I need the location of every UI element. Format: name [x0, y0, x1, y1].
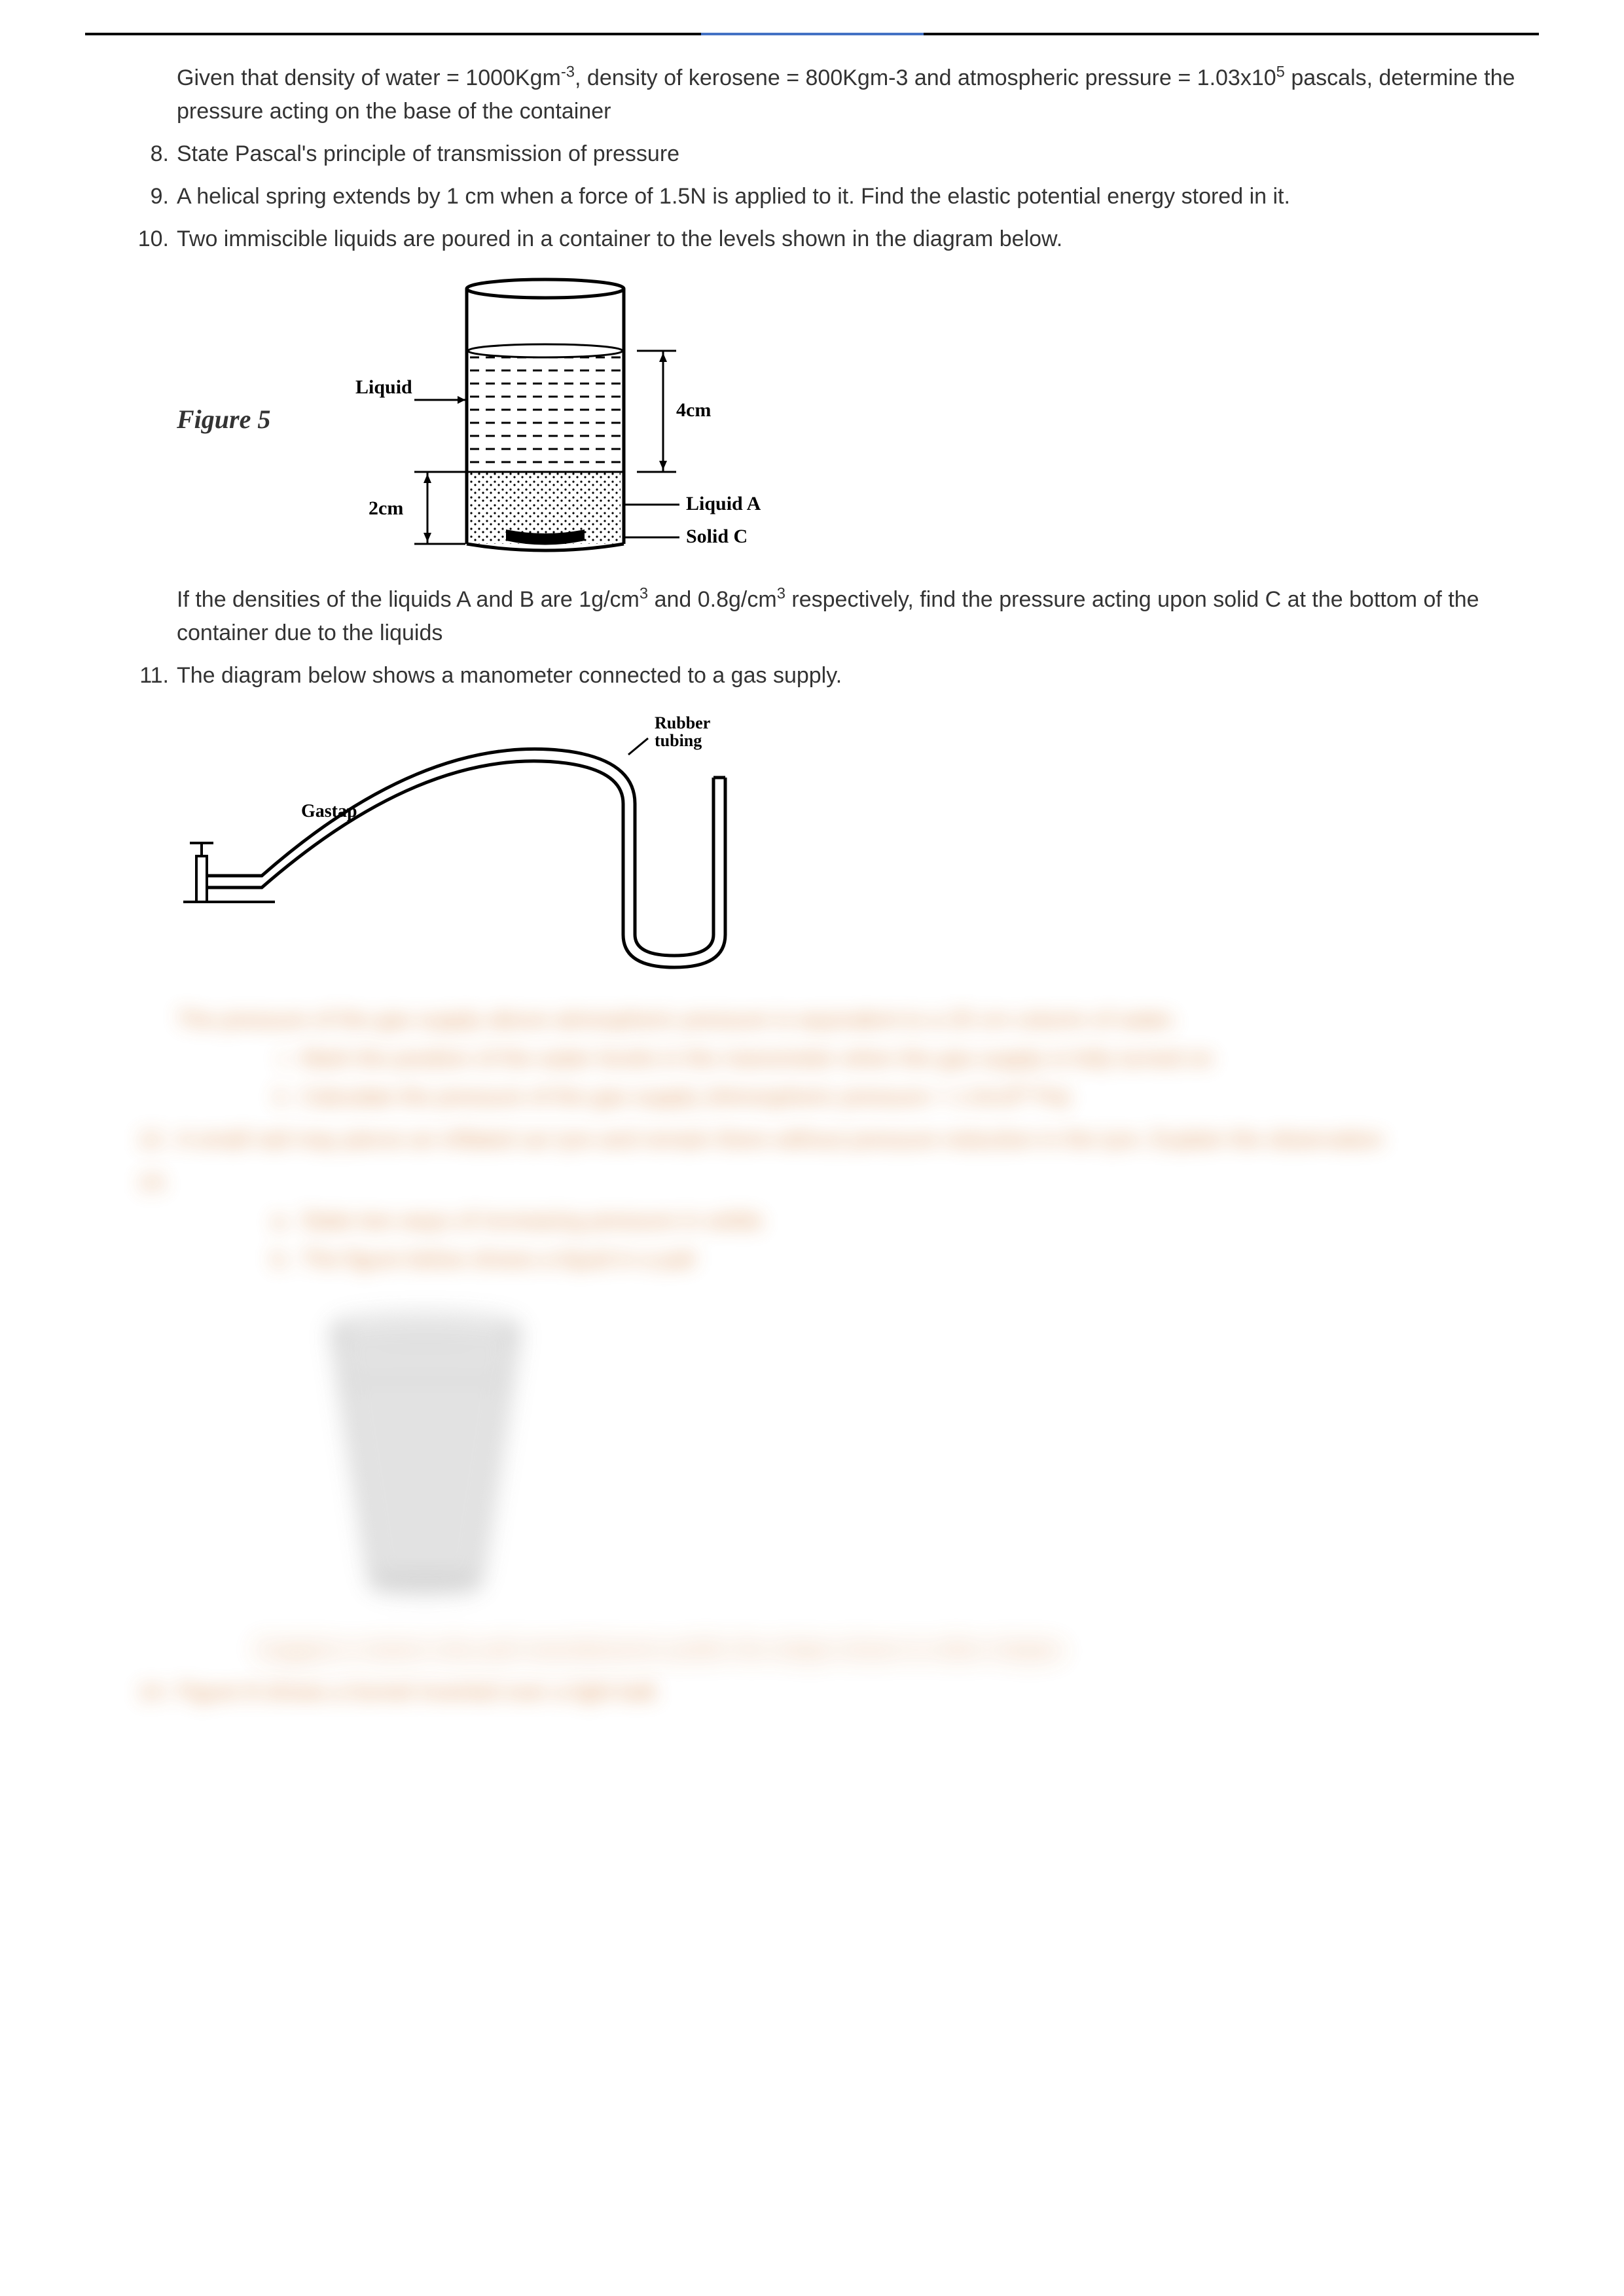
question-11: The diagram below shows a manometer conn…: [124, 659, 1539, 1114]
figure-5-label: Figure 5: [177, 400, 270, 439]
q10-intro: Two immiscible liquids are poured in a c…: [177, 226, 1062, 251]
figure-5-diagram: Liquid 4cm: [297, 276, 820, 564]
q11-subparts: Mark the position of the water levels in…: [177, 1042, 1539, 1114]
q13-spacer: [177, 1170, 183, 1194]
q12-text: A small nail may pierce an inflated car …: [177, 1127, 1383, 1152]
question-10: Two immiscible liquids are poured in a c…: [124, 223, 1539, 650]
pail-figure: [177, 1296, 1539, 1613]
dim-2cm: 2cm: [369, 497, 403, 519]
q14-text: Figure 8 shows a funnel inverted over a …: [177, 1679, 660, 1704]
q11-i: Mark the position of the water levels in…: [255, 1042, 1539, 1075]
orphan-question-text: Given that density of water = 1000Kgm-3,…: [124, 62, 1539, 128]
question-9: A helical spring extends by 1 cm when a …: [124, 180, 1539, 213]
question-13: State two ways of increasing pressure in…: [124, 1166, 1539, 1666]
q13-followup: Suggest a reason why pail manufacturers …: [177, 1633, 1539, 1666]
q13-a-text: State two ways of increasing pressure in…: [301, 1208, 763, 1233]
dim-4cm: 4cm: [676, 399, 711, 421]
q13-followup-text: Suggest a reason why pail manufacturers …: [255, 1637, 1063, 1662]
figure-5-container: Figure 5: [177, 276, 1539, 564]
questions-list: State Pascal's principle of transmission…: [124, 137, 1539, 1709]
q9-text: A helical spring extends by 1 cm when a …: [177, 184, 1290, 209]
solid-c-label: Solid C: [686, 526, 748, 547]
q11-i-text: Mark the position of the water levels in…: [301, 1046, 1213, 1071]
q11-ii: Calculate the pressure of the gas supply…: [255, 1081, 1539, 1114]
q8-text: State Pascal's principle of transmission…: [177, 141, 679, 166]
q13-subparts: State two ways of increasing pressure in…: [177, 1204, 1539, 1276]
main-content: Given that density of water = 1000Kgm-3,…: [85, 62, 1539, 1709]
rubber-tubing-label-1: Rubber: [655, 713, 710, 732]
pail-diagram: [308, 1309, 543, 1604]
liquid-label: Liquid: [355, 376, 412, 398]
manometer-figure: Gastap Rubber tubing: [177, 712, 1539, 984]
manometer-diagram: Gastap Rubber tubing: [177, 712, 831, 974]
question-14: Figure 8 shows a funnel inverted over a …: [124, 1676, 1539, 1709]
question-8: State Pascal's principle of transmission…: [124, 137, 1539, 171]
liquid-a-label: Liquid A: [686, 493, 761, 514]
q13-b: The figure below shows a liquid in a pai…: [255, 1243, 1539, 1276]
q11-followup: The pressure of the gas supply above atm…: [177, 1007, 1178, 1032]
q11-followup-blurred: The pressure of the gas supply above atm…: [177, 1003, 1539, 1037]
page-top-rule: [85, 33, 1539, 35]
q-continuation: Given that density of water = 1000Kgm-3,…: [177, 65, 1515, 124]
q13-a: State two ways of increasing pressure in…: [255, 1204, 1539, 1238]
q11-ii-text: Calculate the pressure of the gas supply…: [301, 1085, 1070, 1109]
q10-followup: If the densities of the liquids A and B …: [177, 587, 1479, 645]
rubber-tubing-label-2: tubing: [655, 731, 702, 750]
q11-intro: The diagram below shows a manometer conn…: [177, 663, 842, 688]
q13-b-text: The figure below shows a liquid in a pai…: [301, 1247, 695, 1272]
question-12: A small nail may pierce an inflated car …: [124, 1123, 1539, 1157]
